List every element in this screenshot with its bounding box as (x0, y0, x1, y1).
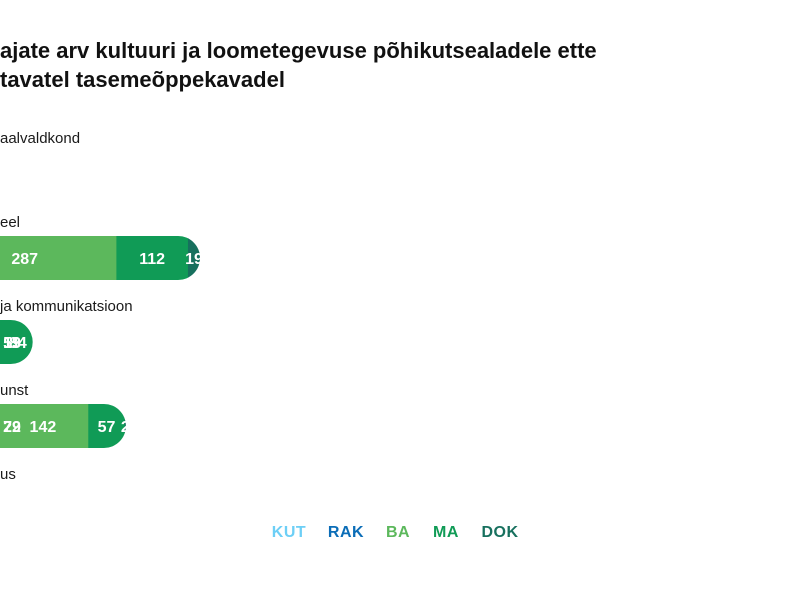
bar-unst (0, 404, 126, 448)
chart-title: ajate arv kultuuri ja loometegevuse põhi… (0, 36, 800, 94)
data-label-ma-eel: 112 (139, 251, 165, 268)
category-label-eel: eel (0, 214, 20, 231)
category-label-us: us (0, 466, 16, 483)
category-label-aalvaldkond: aalvaldkond (0, 130, 80, 147)
legend-item-rak: RAK (328, 524, 364, 541)
legend-item-ma: MA (433, 524, 459, 541)
data-label-ba-unst: 142 (30, 419, 57, 436)
legend-item-kut: KUT (272, 524, 306, 541)
data-label-ba-eel: 287 (11, 251, 38, 268)
bar-segment-ma-unst (88, 404, 126, 448)
bar-segment-ma-eel (116, 236, 189, 280)
data-label-rak-unst: 72 (3, 419, 21, 436)
bar-segment-dok-unst (124, 404, 126, 448)
legend-item-ba: BA (386, 524, 410, 541)
data-label-ba-ja-kommunikatsioon: 59 (3, 335, 21, 352)
bar-segment-ba-eel (0, 236, 117, 280)
category-label-ja-kommunikatsioon: ja kommunikatsioon (0, 298, 133, 315)
data-label-dok-unst: 2 (121, 419, 130, 436)
data-label-ba-aalvaldkond: 62 (3, 167, 21, 184)
bar-eel (0, 236, 201, 280)
bar-segment-dok-eel (187, 236, 201, 280)
legend-item-dok: DOK (481, 524, 518, 541)
data-label-dok-eel: 19 (185, 251, 203, 268)
data-label-rak-ja-kommunikatsioon: 13 (3, 335, 21, 352)
data-label-ma-unst: 57 (98, 419, 116, 436)
data-label-ma-ja-kommunikatsioon: 84 (9, 335, 27, 352)
category-label-unst: unst (0, 382, 29, 399)
data-label-kut-unst: 29 (3, 419, 21, 436)
bar-segment-ba-unst (0, 404, 89, 448)
chart-title-line-1: ajate arv kultuuri ja loometegevuse põhi… (0, 38, 597, 63)
chart-title-line-2: tavatel tasemeõppekavadel (0, 67, 285, 92)
data-label-ma-aalvaldkond: 34 (3, 167, 21, 184)
